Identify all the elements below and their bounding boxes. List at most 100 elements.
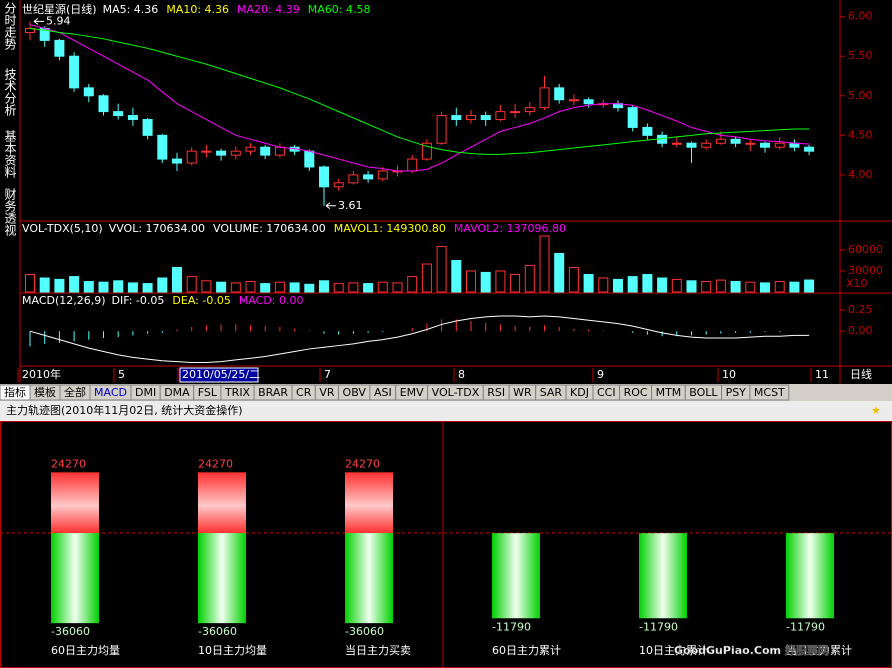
volume-bar [98,281,109,293]
tab-label[interactable]: BRAR [258,386,288,399]
volume-bar [186,276,197,293]
volume-bar [436,246,447,293]
bar-label: 10日主力累计 [639,644,708,657]
volume-bar [230,282,241,293]
candle-body [686,142,697,148]
tab-label[interactable]: 指标 [4,385,26,399]
bar-label: 60日主力累计 [492,644,561,657]
outflow-label: -36060 [51,625,90,638]
indicator: VOLUME: 170634.00 [213,222,326,235]
outflow-label: -36060 [198,625,237,638]
date-label: 9 [597,368,604,381]
candle-body [69,55,80,89]
outflow-bar [345,533,393,624]
date-highlight [179,367,259,383]
tab-label[interactable]: TRIX [224,386,251,399]
tab-label[interactable]: ROC [624,386,648,399]
volume-bar [274,281,285,293]
date-label: 5 [118,368,125,381]
tab-label[interactable]: DMA [164,386,190,399]
candle-body [480,115,491,121]
candle-body [407,158,418,172]
date-label: 8 [458,368,465,381]
candle-body [216,150,227,156]
volume-bar [333,283,344,293]
candle-body [113,111,124,117]
candle-body [554,87,565,101]
candle-body [539,87,550,109]
indicator: DEA: -0.05 [172,294,230,307]
low-label: 3.61 [338,199,363,212]
outflow-bar [786,533,834,619]
volume-bar [789,281,800,293]
period-label[interactable]: 日线 [850,367,872,381]
candle-body [333,182,344,188]
inflow-bar [345,472,393,533]
side-tab[interactable]: 分时走势 [3,2,17,50]
y-tick-label: 4.00 [848,168,873,181]
tab-label[interactable]: RSI [487,386,505,399]
tab-label[interactable]: KDJ [570,386,589,399]
candle-body [421,142,432,160]
tab-label[interactable]: VR [319,386,335,399]
y-tick-label: 5.00 [848,89,873,102]
arrow [33,18,44,25]
bar-label: 当日主力买卖 [345,643,411,657]
tab-label[interactable]: DMI [135,386,156,399]
candle-body [583,99,594,105]
candle-body [466,115,476,121]
tab-label[interactable]: MACD [94,386,127,399]
panel-title: 世纪星源(日线) [22,2,97,16]
volume-bar [348,282,359,293]
tab-label[interactable]: CCI [597,386,616,399]
volume-bar [510,274,521,293]
candle-body [363,174,374,180]
tab[interactable] [749,384,790,401]
tab-label[interactable]: MTM [656,386,682,399]
inflow-label: 24270 [345,457,380,470]
tab-label[interactable]: EMV [400,386,424,399]
volume-bar [392,282,403,293]
volume-bar [730,281,741,293]
panel-title: VOL-TDX(5,10) [22,222,103,235]
tab-label[interactable]: VOL-TDX [432,386,480,399]
volume-bar [407,276,418,293]
title-bar [0,401,892,421]
candle-body [83,87,94,97]
volume-bar [568,267,579,293]
tab-label[interactable]: MCST [754,386,785,399]
tab-label[interactable]: PSY [726,386,747,399]
side-tab[interactable]: 基本资料 [3,130,17,178]
indicator: MA20: 4.39 [237,3,300,16]
side-tab[interactable]: 技术分析 [3,68,17,117]
tab-label[interactable]: CR [296,386,312,399]
tab-label[interactable]: SAR [540,386,563,399]
indicator: MACD: 0.00 [239,294,304,307]
candle-body [730,138,741,144]
candle-body [304,150,315,168]
volume-bar [421,263,432,293]
candle-body [568,99,579,102]
tab-label[interactable]: WR [513,386,532,399]
outflow-bar [492,533,540,619]
volume-bar [201,280,212,293]
tab-label[interactable]: 模板 [34,385,56,399]
side-bar [0,0,20,383]
tab-label[interactable]: ASI [374,386,392,399]
tab-label[interactable]: 全部 [64,385,86,399]
side-tab[interactable]: 财务透视 [3,188,17,236]
candle-body [510,111,521,114]
tab-label[interactable]: BOLL [689,386,718,399]
star-icon[interactable]: ★ [871,404,881,417]
panel-title: MACD(12,26,9) [22,294,106,307]
candle-body [157,134,168,160]
tab-label[interactable]: OBV [343,386,367,399]
volume-bar [627,276,638,293]
volume-bar [289,282,300,293]
candle-body [451,115,462,121]
tab-label[interactable]: FSL [198,386,218,399]
volume-bar [127,282,138,293]
ma-line [29,24,810,172]
